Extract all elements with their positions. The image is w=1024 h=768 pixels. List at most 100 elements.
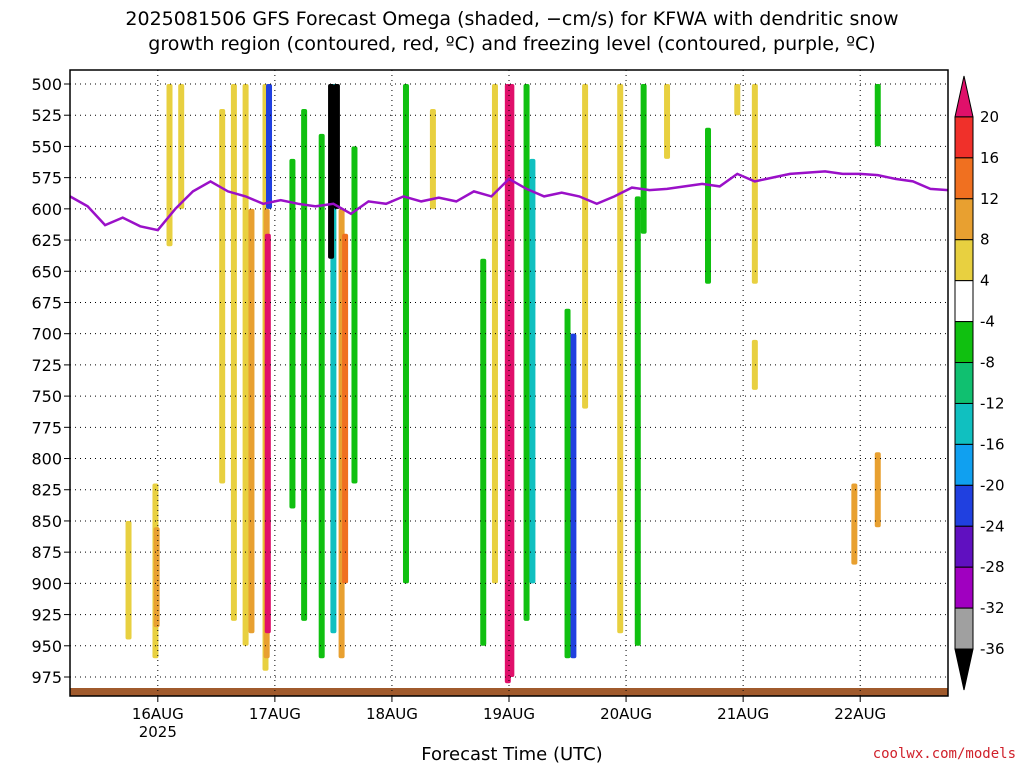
- omega-streak: [874, 84, 881, 147]
- y-tick-label: 825: [31, 481, 62, 500]
- x-axis-label: Forecast Time (UTC): [421, 744, 603, 765]
- colorbar-box: [954, 280, 974, 323]
- omega-streak: [851, 483, 858, 565]
- omega-streak: [342, 233, 349, 584]
- colorbar-box: [954, 239, 974, 282]
- colorbar-box: [954, 198, 974, 241]
- omega-streak: [301, 108, 308, 621]
- omega-shading: [125, 84, 881, 684]
- colorbar-box: [954, 566, 974, 609]
- omega-streak: [178, 84, 185, 209]
- y-tick-label: 600: [31, 200, 62, 219]
- omega-streak: [529, 158, 536, 584]
- x-tick-label: 22AUG: [834, 705, 886, 723]
- y-tick-label: 550: [31, 137, 62, 156]
- colorbar-box: [954, 607, 974, 650]
- y-tick-label: 900: [31, 574, 62, 593]
- colorbar-label: -16: [980, 435, 1005, 453]
- x-tick-label: 18AUG: [366, 705, 418, 723]
- colorbar-box: [954, 402, 974, 445]
- y-tick-label: 800: [31, 450, 62, 469]
- y-tick-label: 925: [31, 606, 62, 625]
- colorbar-box: [954, 525, 974, 568]
- omega-streak: [289, 158, 296, 509]
- omega-streak: [523, 84, 530, 621]
- omega-streak: [734, 84, 741, 116]
- x-tick-label: 19AUG: [483, 705, 535, 723]
- y-tick-label: 700: [31, 325, 62, 344]
- omega-streak: [705, 127, 712, 284]
- colorbar-box: [954, 443, 974, 486]
- y-tick-label: 950: [31, 637, 62, 656]
- x-tick-sublabel: 2025: [139, 723, 177, 741]
- y-tick-label: 525: [31, 106, 62, 125]
- omega-streak: [751, 339, 758, 390]
- omega-streak: [582, 84, 589, 409]
- y-tick-label: 675: [31, 293, 62, 312]
- omega-streak: [125, 520, 132, 640]
- omega-streak: [351, 146, 358, 484]
- omega-streak: [166, 84, 173, 247]
- colorbar-box: [954, 157, 974, 200]
- omega-streak: [751, 84, 758, 284]
- y-tick-label: 500: [31, 75, 62, 94]
- omega-streak: [617, 84, 624, 634]
- colorbar-box: [954, 321, 974, 364]
- colorbar-label: -20: [980, 476, 1005, 494]
- colorbar-label: -24: [980, 517, 1005, 535]
- omega-streak: [328, 84, 335, 259]
- y-tick-label: 625: [31, 231, 62, 250]
- colorbar-label: 16: [980, 149, 999, 167]
- x-tick-label: 21AUG: [717, 705, 769, 723]
- omega-streak: [634, 196, 641, 646]
- freezing-level-polyline: [69, 170, 949, 232]
- colorbar-box: [954, 362, 974, 404]
- y-tick-label: 750: [31, 387, 62, 406]
- colorbar-label: 12: [980, 190, 999, 208]
- omega-streak: [219, 108, 226, 484]
- omega-streak: [264, 233, 271, 634]
- y-tick-label: 975: [31, 668, 62, 687]
- omega-streak: [664, 84, 671, 159]
- colorbar-label: 20: [980, 108, 999, 126]
- colorbar-label: -12: [980, 394, 1005, 412]
- omega-streak: [248, 208, 255, 634]
- y-tick-label: 650: [31, 262, 62, 281]
- colorbar-label: -36: [980, 640, 1005, 658]
- colorbar-label: -28: [980, 558, 1005, 576]
- colorbar-label: -4: [980, 313, 995, 331]
- omega-streak: [429, 108, 436, 209]
- freezing-level-line: [69, 170, 949, 232]
- colorbar-label: -32: [980, 599, 1005, 617]
- chart-title-line-1: 2025081506 GFS Forecast Omega (shaded, −…: [125, 8, 899, 30]
- colorbar: 20 16 12 8 4 -4 -8 -12 -16 -20 -24 -28 -32 -36: [954, 75, 1005, 691]
- colorbar-label: -8: [980, 354, 995, 372]
- omega-streak: [564, 308, 571, 659]
- omega-streak: [874, 452, 881, 528]
- y-tick-label: 850: [31, 512, 62, 531]
- surface-band: [70, 688, 948, 696]
- x-tick-label: 20AUG: [600, 705, 652, 723]
- colorbar-box: [954, 484, 974, 527]
- omega-streak: [230, 84, 237, 621]
- omega-streak: [491, 84, 498, 584]
- surface-ground: [70, 688, 948, 696]
- omega-streak: [318, 133, 325, 659]
- x-tick-label: 16AUG: [132, 705, 184, 723]
- omega-streak: [153, 527, 160, 628]
- omega-streak: [508, 84, 515, 677]
- omega-streak: [333, 84, 340, 209]
- y-tick-label: 575: [31, 169, 62, 188]
- omega-streak: [480, 258, 487, 646]
- colorbar-bottom-triangle: [954, 648, 974, 691]
- colorbar-label: 4: [980, 272, 990, 290]
- omega-streak: [640, 84, 647, 234]
- y-tick-label: 775: [31, 418, 62, 437]
- x-tick-label: 17AUG: [249, 705, 301, 723]
- source-credit: coolwx.com/models: [872, 746, 1016, 762]
- omega-streak: [266, 84, 273, 209]
- colorbar-box: [954, 116, 974, 159]
- colorbar-top-triangle: [954, 75, 974, 118]
- colorbar-label: 8: [980, 231, 990, 249]
